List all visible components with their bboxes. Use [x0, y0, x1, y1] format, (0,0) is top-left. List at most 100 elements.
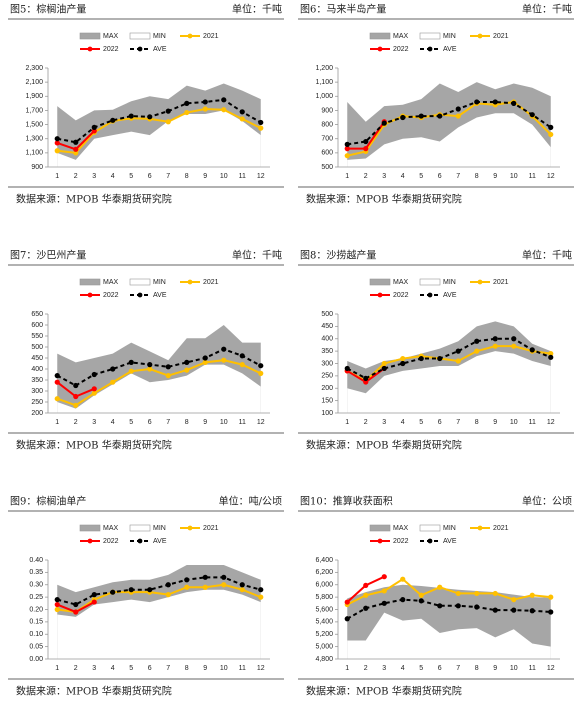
point: [91, 386, 97, 392]
legend-label: AVE: [443, 46, 457, 53]
legend-dot: [187, 279, 193, 285]
legend-item: 2022: [370, 292, 409, 299]
chart-unit: 单位：吨/公顷: [219, 495, 282, 508]
point: [548, 594, 554, 600]
legend-label: MIN: [443, 525, 456, 532]
x-tick-label: 2: [364, 665, 368, 672]
y-tick-label: 1,200: [315, 65, 333, 72]
point: [344, 141, 350, 147]
y-tick-label: 0.35: [29, 569, 43, 576]
legend-item: 2021: [470, 279, 509, 286]
point: [492, 607, 498, 613]
point: [239, 587, 245, 593]
chart-unit: 单位：千吨: [232, 249, 282, 262]
legend-swatch: [419, 32, 441, 40]
legend-label: 2021: [493, 525, 509, 532]
x-tick-label: 7: [166, 419, 170, 426]
legend-swatch: [419, 524, 441, 532]
x-tick-label: 7: [456, 173, 460, 180]
point: [492, 343, 498, 349]
point: [437, 355, 443, 362]
point: [437, 113, 443, 119]
point: [73, 146, 79, 152]
legend-item: 2022: [370, 46, 409, 53]
legend-label: MIN: [443, 33, 456, 40]
point: [110, 379, 116, 385]
point: [529, 112, 535, 118]
legend-swatch: [129, 32, 151, 40]
source-note: 数据来源：MPOB 华泰期货研究院: [306, 685, 462, 698]
legend-swatch: [79, 278, 101, 286]
x-tick-label: 9: [203, 665, 207, 672]
point: [128, 587, 134, 593]
x-tick-label: 6: [438, 665, 442, 672]
point: [344, 153, 350, 159]
line-series: [56, 359, 262, 407]
point: [418, 113, 424, 119]
legend-dot: [87, 46, 93, 52]
point: [258, 125, 264, 131]
legend-dot: [377, 46, 383, 52]
y-tick-label: 800: [321, 121, 333, 128]
point: [91, 371, 97, 378]
x-tick-label: 2: [364, 419, 368, 426]
x-tick-label: 1: [55, 173, 59, 180]
point: [221, 97, 227, 103]
legend-dot: [137, 292, 143, 298]
legend-label: 2021: [493, 279, 509, 286]
point: [184, 577, 190, 583]
legend-item: MIN: [129, 32, 166, 40]
point: [202, 355, 208, 361]
point: [165, 364, 171, 370]
legend-item: MIN: [419, 32, 456, 40]
x-tick-label: 8: [475, 173, 479, 180]
line-series: [57, 108, 262, 154]
point: [363, 592, 369, 598]
point: [400, 114, 406, 121]
point: [54, 606, 60, 613]
area-series: [57, 589, 261, 659]
chart-title: 图7：沙巴州产量: [10, 249, 86, 262]
y-tick-label: 6,200: [315, 569, 333, 576]
legend-label: 2022: [103, 292, 119, 299]
x-tick-label: 1: [345, 419, 349, 426]
point: [184, 109, 190, 116]
point: [165, 582, 171, 588]
y-tick-label: 1,900: [25, 93, 43, 100]
x-tick-label: 9: [203, 419, 207, 426]
legend-label: 2021: [203, 279, 219, 286]
area-series: [57, 364, 261, 413]
legend-label: AVE: [153, 538, 167, 545]
point: [258, 370, 264, 376]
point: [73, 139, 79, 145]
line-series: [57, 583, 262, 614]
point: [363, 146, 369, 152]
x-tick-label: 11: [529, 665, 536, 672]
x-tick-label: 1: [55, 665, 59, 672]
point: [110, 366, 116, 372]
x-tick-label: 3: [92, 173, 96, 180]
x-tick-label: 5: [419, 665, 423, 672]
legend-item: MAX: [369, 524, 409, 532]
point: [73, 601, 79, 608]
point: [128, 113, 134, 119]
point: [54, 136, 60, 142]
point: [147, 587, 153, 593]
y-tick-label: 0.20: [29, 606, 43, 613]
chart-title: 图9：棕榈油单产: [10, 495, 86, 508]
point: [511, 607, 517, 613]
y-tick-label: 1,500: [25, 121, 43, 128]
y-tick-label: 0.15: [29, 619, 43, 626]
y-tick-label: 1,000: [315, 93, 333, 100]
y-tick-label: 0.10: [29, 631, 43, 638]
point: [529, 608, 535, 614]
x-tick-label: 8: [185, 173, 189, 180]
point: [400, 597, 406, 603]
y-tick-label: 0.30: [29, 582, 43, 589]
legend-dot: [87, 538, 93, 544]
legend-dot: [477, 33, 483, 39]
legend-dot: [377, 538, 383, 544]
